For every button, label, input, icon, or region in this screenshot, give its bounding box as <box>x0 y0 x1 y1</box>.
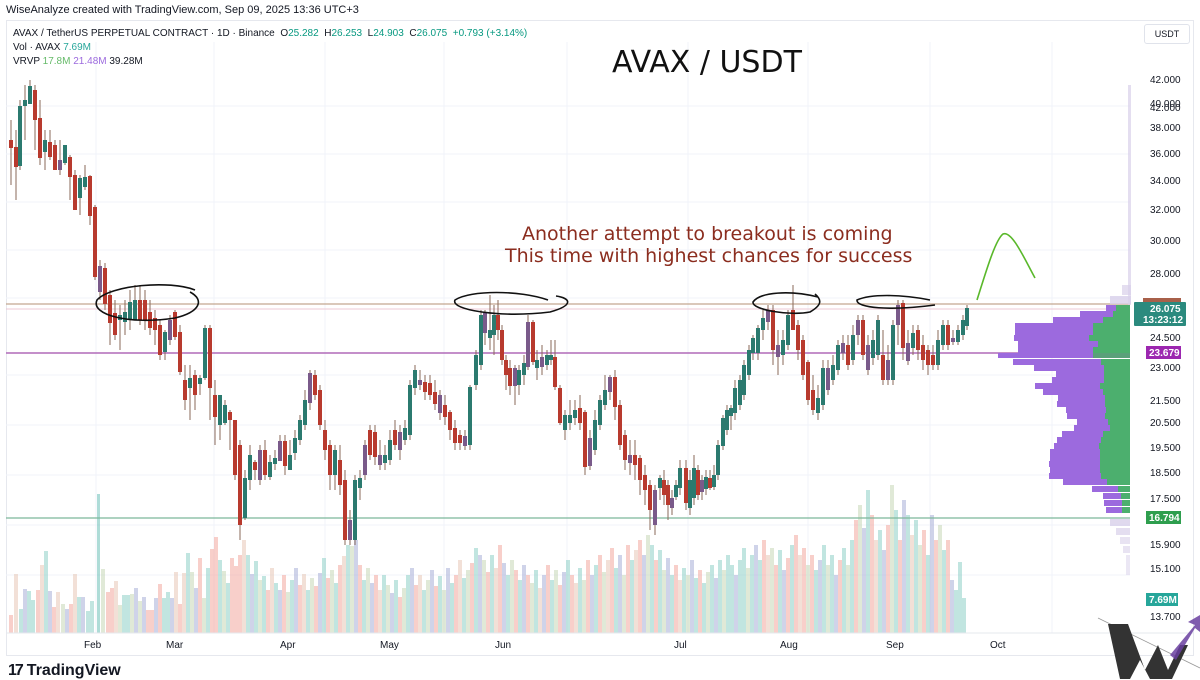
vrvp-down-value: 21.48M <box>73 56 107 67</box>
volume-badge <box>1146 593 1178 606</box>
last-price-badge <box>1134 302 1186 326</box>
volume-label[interactable]: Vol · AVAX <box>13 42 61 53</box>
svg-text:24.500: 24.500 <box>1150 333 1181 344</box>
purple-level-badge <box>1146 346 1181 359</box>
volume-bars <box>9 485 966 633</box>
chart-legend: AVAX / TetherUS PERPETUAL CONTRACT · 1D … <box>13 27 527 69</box>
svg-text:19.500: 19.500 <box>1150 443 1181 454</box>
vrvp-label[interactable]: VRVP <box>13 56 40 67</box>
chart-credit: WiseAnalyze created with TradingView.com… <box>6 4 359 16</box>
svg-text:40.000: 40.000 <box>1150 99 1181 110</box>
svg-text:Sep: Sep <box>886 640 904 651</box>
green-level-badge <box>1146 511 1181 524</box>
svg-text:Feb: Feb <box>84 640 102 651</box>
svg-text:Oct: Oct <box>990 640 1006 651</box>
close-value: 26.075 <box>416 28 448 39</box>
chart-frame <box>6 20 1194 656</box>
price-axis: 42.000 42.000 40.000 38.000 36.000 34.00… <box>1134 75 1186 623</box>
svg-text:17.500: 17.500 <box>1150 494 1181 505</box>
svg-text:42.000: 42.000 <box>1150 75 1181 86</box>
svg-text:30.000: 30.000 <box>1150 236 1181 247</box>
tradingview-mark-icon: 17 <box>8 662 24 679</box>
svg-text:21.500: 21.500 <box>1150 396 1181 407</box>
svg-text:Jul: Jul <box>674 640 687 651</box>
note-line-2: This time with highest chances for succe… <box>504 245 912 267</box>
svg-text:May: May <box>380 640 399 651</box>
svg-text:16.794: 16.794 <box>1149 513 1180 524</box>
vrvp-total-value: 39.28M <box>109 56 143 67</box>
svg-text:34.000: 34.000 <box>1150 176 1181 187</box>
svg-text:28.000: 28.000 <box>1150 269 1181 280</box>
svg-text:18.500: 18.500 <box>1150 468 1181 479</box>
svg-text:38.000: 38.000 <box>1150 123 1181 134</box>
svg-text:42.000: 42.000 <box>1150 103 1181 114</box>
svg-text:Jun: Jun <box>495 640 511 651</box>
currency-button[interactable]: USDT <box>1144 24 1190 44</box>
note-line-1: Another attempt to breakout is coming <box>522 223 893 245</box>
resistance-circles <box>95 284 936 322</box>
svg-text:7.69M: 7.69M <box>1149 595 1177 606</box>
high-value: 26.253 <box>331 28 363 39</box>
svg-text:32.000: 32.000 <box>1150 205 1181 216</box>
volume-profile <box>998 85 1131 575</box>
svg-text:Mar: Mar <box>166 640 184 651</box>
svg-text:Apr: Apr <box>280 640 296 651</box>
chart-title-annotation: AVAX / USDT <box>612 45 803 80</box>
tradingview-brand: TradingView <box>26 662 121 679</box>
tradingview-logo: 17 TradingView <box>8 662 121 680</box>
svg-text:36.000: 36.000 <box>1150 149 1181 160</box>
svg-text:20.500: 20.500 <box>1150 418 1181 429</box>
svg-text:13.700: 13.700 <box>1150 612 1181 623</box>
symbol-name[interactable]: AVAX / TetherUS PERPETUAL CONTRACT · 1D … <box>13 28 275 39</box>
time-axis: Feb Mar Apr May Jun Jul Aug Sep Oct <box>84 640 1006 651</box>
svg-text:13:23:12: 13:23:12 <box>1143 315 1183 326</box>
svg-text:15.100: 15.100 <box>1150 564 1181 575</box>
vrvp-row: VRVP 17.8M 21.48M 39.28M <box>13 55 527 69</box>
change-value: +0.793 (+3.14%) <box>452 28 528 39</box>
projection-arrow <box>976 233 1036 301</box>
svg-text:26.075: 26.075 <box>1150 304 1181 315</box>
svg-text:Aug: Aug <box>780 640 798 651</box>
wiseanalyze-logo <box>1097 615 1200 679</box>
symbol-row: AVAX / TetherUS PERPETUAL CONTRACT · 1D … <box>13 28 528 39</box>
volume-row: Vol · AVAX 7.69M <box>13 41 527 55</box>
svg-text:23.000: 23.000 <box>1150 363 1181 374</box>
svg-text:23.679: 23.679 <box>1149 348 1180 359</box>
svg-text:15.900: 15.900 <box>1150 540 1181 551</box>
candlesticks <box>9 80 969 545</box>
vrvp-up-value: 17.8M <box>42 56 71 67</box>
low-value: 24.903 <box>373 28 404 39</box>
open-value: 25.282 <box>288 28 319 39</box>
volume-value: 7.69M <box>63 42 92 53</box>
